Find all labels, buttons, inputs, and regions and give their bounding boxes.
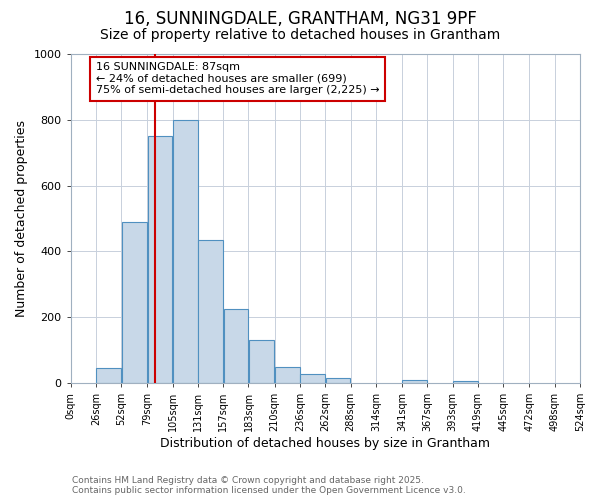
Y-axis label: Number of detached properties: Number of detached properties — [15, 120, 28, 317]
Bar — [453, 382, 478, 383]
Text: 16 SUNNINGDALE: 87sqm
← 24% of detached houses are smaller (699)
75% of semi-det: 16 SUNNINGDALE: 87sqm ← 24% of detached … — [96, 62, 379, 96]
Bar — [173, 120, 197, 383]
Text: 16, SUNNINGDALE, GRANTHAM, NG31 9PF: 16, SUNNINGDALE, GRANTHAM, NG31 9PF — [124, 10, 476, 28]
Text: Contains HM Land Registry data © Crown copyright and database right 2025.
Contai: Contains HM Land Registry data © Crown c… — [72, 476, 466, 495]
Bar — [301, 374, 325, 383]
Bar — [275, 366, 299, 383]
Bar — [326, 378, 350, 383]
X-axis label: Distribution of detached houses by size in Grantham: Distribution of detached houses by size … — [160, 437, 490, 450]
Bar — [148, 136, 172, 383]
Bar — [199, 240, 223, 383]
Bar — [122, 222, 147, 383]
Bar — [403, 380, 427, 383]
Bar — [224, 309, 248, 383]
Bar — [249, 340, 274, 383]
Text: Size of property relative to detached houses in Grantham: Size of property relative to detached ho… — [100, 28, 500, 42]
Bar — [96, 368, 121, 383]
